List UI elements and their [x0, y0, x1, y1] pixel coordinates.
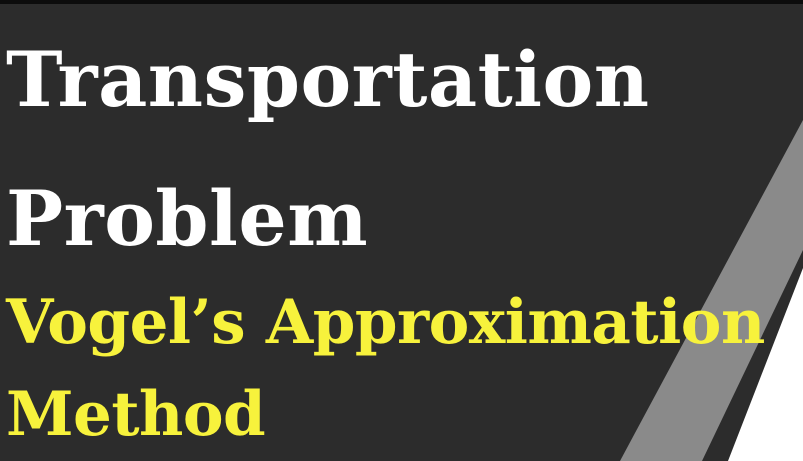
white-corner-triangle [728, 268, 803, 461]
subtitle-line-1: Vogel’s Approximation [6, 287, 765, 358]
subtitle-line-2: Method [6, 379, 266, 450]
top-edge-bar [0, 0, 803, 4]
title-line-2: Problem [6, 174, 369, 263]
title-line-1: Transportation [6, 35, 650, 124]
gray-diagonal-stripe [620, 120, 803, 461]
